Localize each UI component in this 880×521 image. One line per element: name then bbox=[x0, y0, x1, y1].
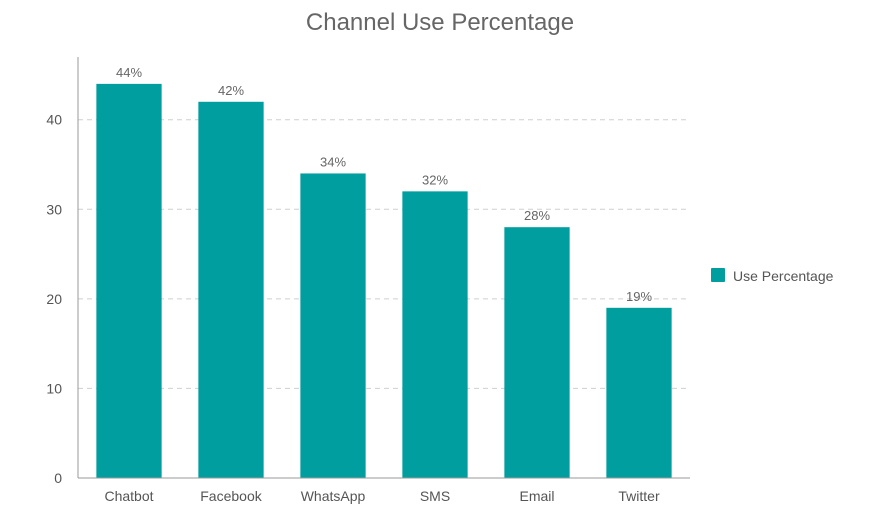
legend[interactable]: Use Percentage bbox=[711, 268, 834, 284]
x-axis: Chatbot Facebook WhatsApp SMS Email Twitter bbox=[78, 477, 690, 504]
legend-label: Use Percentage bbox=[733, 268, 834, 284]
bar-sms[interactable] bbox=[402, 191, 468, 479]
bar-email[interactable] bbox=[504, 227, 570, 478]
bars: 44% 42% 34% 32% 28% 19% bbox=[96, 65, 672, 479]
bar-twitter[interactable] bbox=[606, 307, 672, 478]
y-tick-label: 30 bbox=[46, 201, 62, 217]
y-tick-label: 10 bbox=[46, 380, 62, 396]
y-tick-label: 20 bbox=[46, 291, 62, 307]
y-axis: 0 10 20 30 40 bbox=[46, 57, 79, 486]
data-label: 28% bbox=[524, 208, 550, 223]
data-label: 32% bbox=[422, 172, 448, 187]
bar-whatsapp[interactable] bbox=[300, 173, 366, 478]
bar-chatbot[interactable] bbox=[96, 83, 162, 478]
x-tick-label: Chatbot bbox=[104, 488, 153, 504]
chart-title: Channel Use Percentage bbox=[306, 9, 574, 36]
x-tick-label: WhatsApp bbox=[301, 488, 366, 504]
y-tick-label: 0 bbox=[54, 470, 62, 486]
x-tick-label: SMS bbox=[420, 488, 450, 504]
data-label: 44% bbox=[116, 65, 142, 80]
x-tick-label: Facebook bbox=[200, 488, 262, 504]
legend-swatch bbox=[711, 268, 725, 282]
y-tick-label: 40 bbox=[46, 112, 62, 128]
data-label: 34% bbox=[320, 154, 346, 169]
bar-facebook[interactable] bbox=[198, 101, 264, 478]
grid-lines bbox=[78, 119, 690, 389]
data-label: 42% bbox=[218, 83, 244, 98]
x-tick-label: Email bbox=[519, 488, 554, 504]
x-tick-label: Twitter bbox=[618, 488, 660, 504]
data-label: 19% bbox=[626, 289, 652, 304]
